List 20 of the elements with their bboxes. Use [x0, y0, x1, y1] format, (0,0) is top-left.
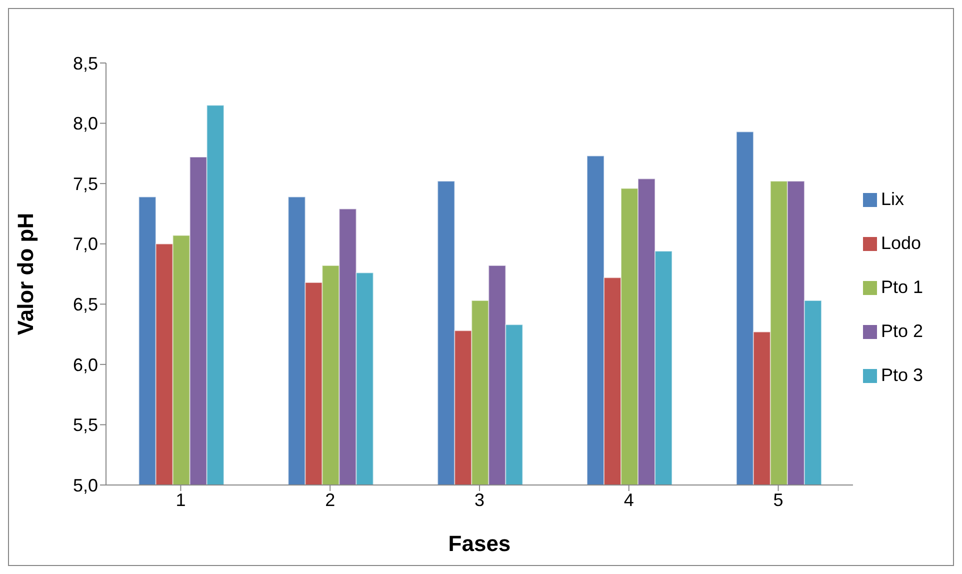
- legend-label: Lix: [880, 189, 904, 209]
- x-tick-label: 2: [325, 490, 336, 510]
- x-tick-label: 1: [176, 490, 186, 510]
- y-tick-label: 6,5: [72, 294, 98, 315]
- y-tick-label: 5,0: [72, 475, 98, 496]
- legend-label: Pto 1: [880, 277, 923, 297]
- x-tick-label: 3: [474, 490, 484, 510]
- x-axis-title: Fases: [448, 531, 511, 556]
- y-tick-label: 8,5: [72, 53, 98, 74]
- y-tick-label: 6,0: [72, 354, 98, 375]
- x-tick-label: 5: [773, 490, 784, 510]
- y-axis-title: Valor do pH: [12, 212, 38, 336]
- y-tick-label: 5,5: [72, 415, 98, 436]
- legend-label: Pto 3: [880, 365, 923, 385]
- y-tick-label: 8,0: [72, 114, 98, 134]
- y-tick-label: 7,5: [72, 174, 98, 194]
- legend-label: Pto 2: [880, 321, 923, 341]
- x-tick-label: 4: [624, 490, 634, 510]
- legend-label: Lodo: [880, 233, 922, 253]
- y-tick-label: 7,0: [72, 234, 98, 254]
